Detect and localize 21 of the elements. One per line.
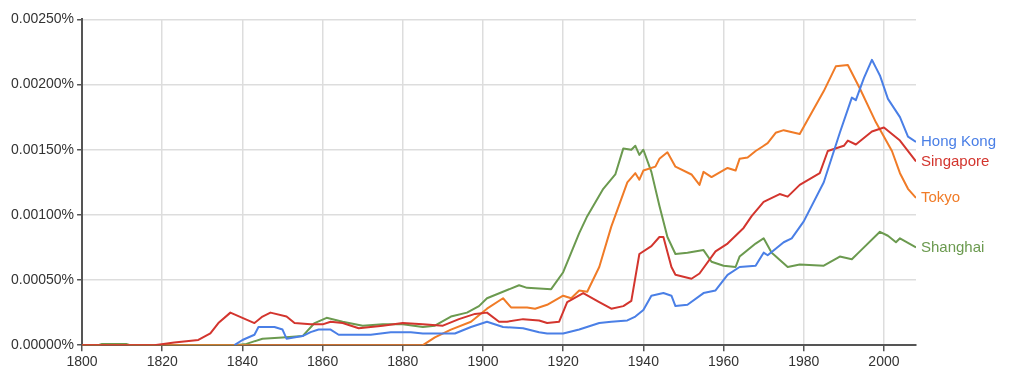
x-tick-label: 1840 xyxy=(226,353,259,370)
series-label: Shanghai xyxy=(921,237,985,255)
x-tick-label: 1860 xyxy=(307,353,339,370)
y-tick-label: 0.00050% xyxy=(10,270,75,287)
y-tick-label: 0.00000% xyxy=(10,336,75,353)
x-tick-label: 1980 xyxy=(788,353,820,370)
series-label: Hong Kong xyxy=(921,132,997,150)
y-tick-label: 0.00250% xyxy=(10,10,75,27)
x-tick-label: 1880 xyxy=(387,353,419,370)
x-tick-label: 1800 xyxy=(66,353,98,370)
x-tick-label: 1820 xyxy=(146,353,179,370)
series-label: Singapore xyxy=(921,151,990,169)
x-tick-label: 1920 xyxy=(547,353,579,370)
y-tick-label: 0.00200% xyxy=(10,75,75,92)
x-tick-label: 1940 xyxy=(627,353,660,370)
y-tick-label: 0.00100% xyxy=(10,205,75,222)
series-label: Tokyo xyxy=(921,188,961,206)
x-tick-label: 2000 xyxy=(868,353,900,370)
x-tick-label: 1900 xyxy=(467,353,499,370)
y-tick-label: 0.00150% xyxy=(10,140,75,157)
x-tick-label: 1960 xyxy=(707,353,740,370)
